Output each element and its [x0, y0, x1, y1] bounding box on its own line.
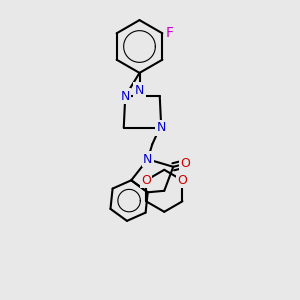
Text: N: N	[135, 84, 144, 97]
Text: N: N	[121, 90, 130, 103]
Text: O: O	[180, 157, 190, 170]
Text: N: N	[143, 153, 152, 166]
Text: O: O	[178, 174, 188, 187]
Text: F: F	[166, 26, 174, 40]
Text: N: N	[157, 121, 166, 134]
Text: O: O	[141, 174, 151, 187]
